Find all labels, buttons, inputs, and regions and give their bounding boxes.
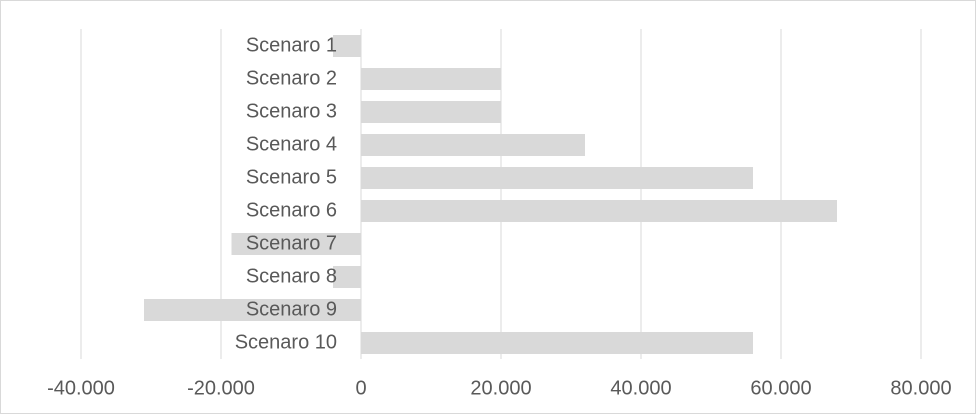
x-tick-label: 60.000 <box>750 377 811 399</box>
x-tick-label: 80.000 <box>890 377 951 399</box>
x-tick-label: -40.000 <box>47 377 115 399</box>
category-label: Scenaro 2 <box>246 67 337 89</box>
bar <box>361 200 837 222</box>
bar <box>231 233 361 255</box>
bar <box>361 68 501 90</box>
bar <box>144 299 361 321</box>
bar <box>361 167 753 189</box>
category-labels: Scenaro 1 Scenaro 2 Scenaro 3 Scenaro 4 Scen… <box>235 34 337 353</box>
category-label: Scenaro 5 <box>246 166 337 188</box>
category-label: Scenaro 9 <box>246 298 337 320</box>
bar <box>361 134 585 156</box>
category-label: Scenaro 3 <box>246 100 337 122</box>
x-tick-label: 20.000 <box>470 377 531 399</box>
x-tick-label: 0 <box>355 377 366 399</box>
bars <box>144 35 837 354</box>
bar <box>333 266 361 288</box>
bar <box>361 332 753 354</box>
x-tick-label: -20.000 <box>187 377 255 399</box>
x-tick-label: 40.000 <box>610 377 671 399</box>
category-label: Scenaro 6 <box>246 199 337 221</box>
bar <box>333 35 361 57</box>
bar <box>361 101 501 123</box>
category-label: Scenaro 4 <box>246 133 337 155</box>
category-label: Scenaro 8 <box>246 265 337 287</box>
category-label: Scenaro 10 <box>235 331 337 353</box>
category-label: Scenaro 1 <box>246 34 337 56</box>
x-axis-tick-labels: -40.000 -20.000 0 20.000 40.000 60.000 80.000 <box>47 377 952 399</box>
category-label: Scenaro 7 <box>246 232 337 254</box>
